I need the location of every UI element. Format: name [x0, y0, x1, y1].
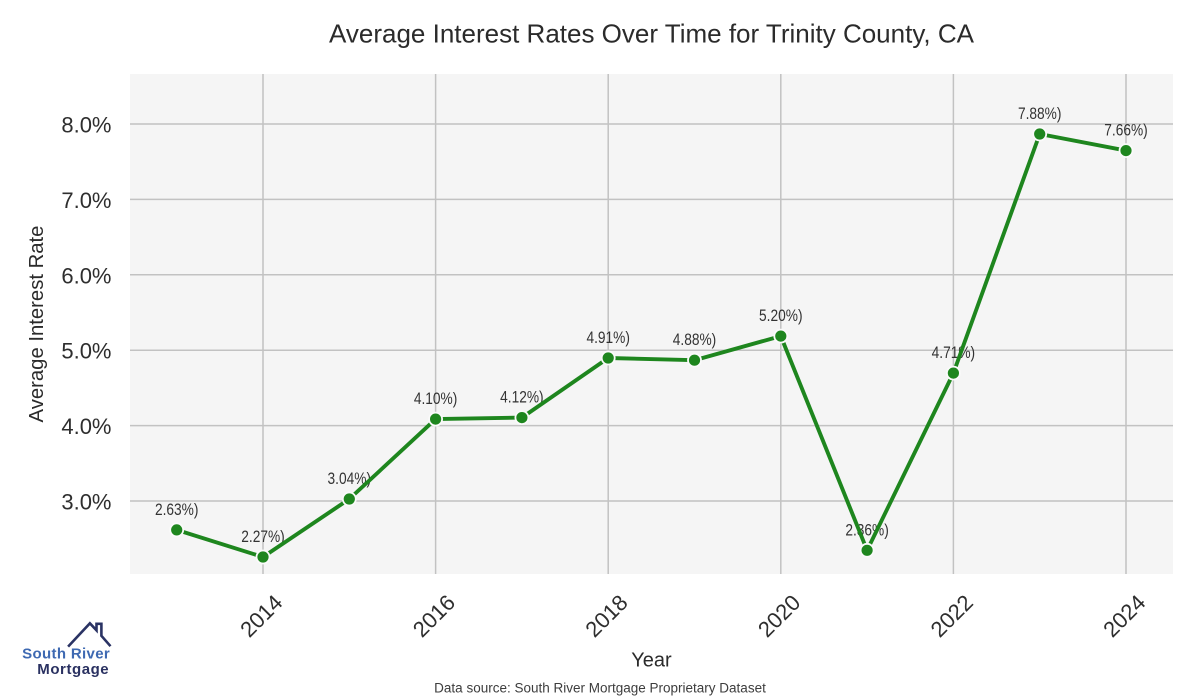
- svg-text:2.63%): 2.63%): [155, 500, 199, 519]
- svg-text:2014: 2014: [235, 590, 287, 642]
- svg-text:Year: Year: [631, 650, 672, 672]
- svg-text:Data source: South River Mortg: Data source: South River Mortgage Propri…: [434, 680, 766, 695]
- svg-text:Average Interest Rate: Average Interest Rate: [26, 226, 48, 423]
- svg-text:2024: 2024: [1098, 590, 1150, 642]
- svg-text:2018: 2018: [580, 590, 632, 642]
- svg-text:4.0%: 4.0%: [61, 414, 111, 439]
- svg-text:4.10%): 4.10%): [414, 389, 458, 408]
- svg-text:7.0%: 7.0%: [61, 188, 111, 213]
- svg-text:4.88%): 4.88%): [673, 330, 717, 349]
- svg-text:South River: South River: [22, 646, 110, 663]
- svg-text:4.91%): 4.91%): [586, 328, 630, 347]
- svg-text:Mortgage: Mortgage: [37, 661, 109, 678]
- svg-text:4.71%): 4.71%): [932, 343, 976, 362]
- svg-text:6.0%: 6.0%: [61, 263, 111, 288]
- svg-text:2020: 2020: [753, 590, 805, 642]
- svg-text:4.12%): 4.12%): [500, 388, 544, 407]
- svg-text:7.88%): 7.88%): [1018, 104, 1062, 123]
- svg-text:2022: 2022: [926, 590, 978, 642]
- svg-text:2016: 2016: [408, 590, 460, 642]
- svg-text:5.0%: 5.0%: [61, 339, 111, 364]
- svg-text:7.66%): 7.66%): [1104, 121, 1148, 140]
- svg-text:2.27%): 2.27%): [241, 527, 285, 546]
- svg-text:5.20%): 5.20%): [759, 306, 803, 325]
- svg-text:8.0%: 8.0%: [61, 113, 111, 138]
- svg-text:3.0%: 3.0%: [61, 490, 111, 515]
- svg-text:3.04%): 3.04%): [328, 469, 372, 488]
- svg-text:Average Interest Rates Over Ti: Average Interest Rates Over Time for Tri…: [329, 19, 975, 49]
